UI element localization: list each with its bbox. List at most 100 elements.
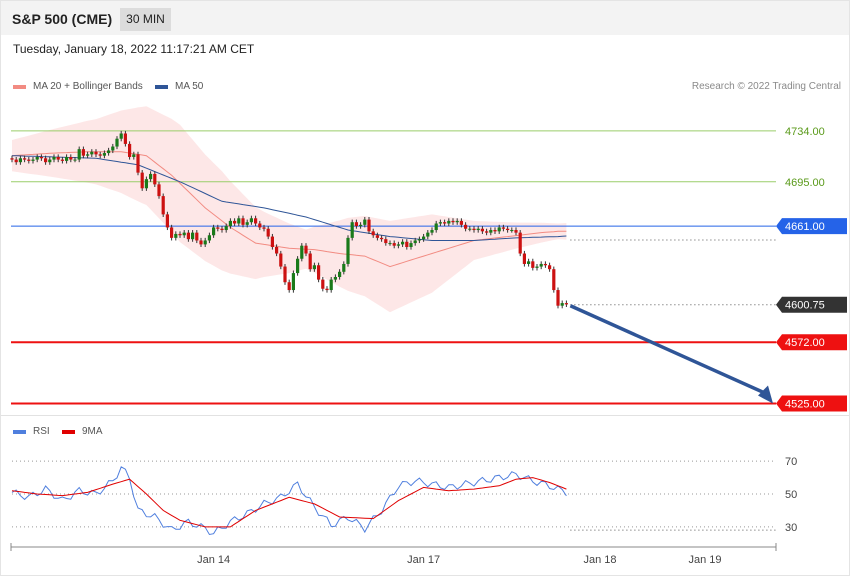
candle-body <box>543 263 547 266</box>
candle-body <box>98 154 102 156</box>
level-label-4600.75: 4600.75 <box>785 300 825 312</box>
candle-body <box>245 222 249 225</box>
candle-body <box>346 237 350 264</box>
candle-body <box>149 173 153 180</box>
candle-body <box>10 158 14 160</box>
candle-body <box>77 149 81 160</box>
level-tag-4525.00 <box>776 395 847 412</box>
candle-body <box>212 227 216 236</box>
candle-body <box>65 156 69 161</box>
candle-body <box>119 133 123 139</box>
rsi-tick-70: 70 <box>785 456 797 468</box>
legend-ma20-swatch <box>13 85 26 89</box>
candle-body <box>48 159 52 163</box>
candle-body <box>254 218 258 224</box>
rsi-tick-30: 30 <box>785 522 797 534</box>
candle-body <box>497 227 501 232</box>
candle-body <box>237 218 241 224</box>
candle-body <box>363 219 367 225</box>
candle-body <box>249 218 253 223</box>
candle-body <box>14 159 18 163</box>
candle-body <box>94 151 98 155</box>
candle-body <box>455 220 459 223</box>
candle-body <box>296 258 300 274</box>
candle-body <box>191 232 195 240</box>
candle-body <box>464 224 468 229</box>
candle-body <box>438 222 442 224</box>
candle-body <box>170 227 174 238</box>
candle-body <box>207 235 211 241</box>
candle-body <box>430 230 434 233</box>
candle-body <box>111 146 115 151</box>
candle-body <box>342 263 346 272</box>
level-tag-4572.00 <box>776 334 847 351</box>
legend-ma50-swatch <box>155 85 168 89</box>
candle-body <box>216 227 220 229</box>
candle-body <box>90 151 94 155</box>
bollinger-band <box>12 106 567 313</box>
candle-body <box>535 266 539 268</box>
candle-body <box>132 154 136 157</box>
legend-rsi-label: RSI <box>33 426 50 437</box>
candle-body <box>287 282 291 291</box>
candle-body <box>443 222 447 224</box>
candle-body <box>115 138 119 147</box>
candle-body <box>241 218 245 225</box>
credit-text: Research © 2022 Trading Central <box>691 81 841 92</box>
candle-body <box>518 232 522 254</box>
candle-body <box>493 230 497 232</box>
candle-body <box>304 245 308 254</box>
candle-body <box>531 261 535 268</box>
candle-body <box>388 243 392 245</box>
candle-body <box>426 232 430 237</box>
candle-body <box>375 235 379 238</box>
candle-body <box>522 253 526 264</box>
candle-body <box>199 240 203 245</box>
x-tick-label: Jan 18 <box>583 554 616 566</box>
candle-body <box>35 156 39 160</box>
candle-body <box>564 303 568 305</box>
candle-body <box>69 156 73 160</box>
candle-body <box>434 223 438 231</box>
chart-header: S&P 500 (CME) 30 MIN <box>1 1 849 35</box>
legend-rsi-swatch <box>13 430 26 434</box>
candle-body <box>266 228 270 237</box>
candle-body <box>480 228 484 232</box>
timeframe-badge[interactable]: 30 MIN <box>120 8 171 31</box>
candle-body <box>552 269 556 291</box>
candle-body <box>144 179 148 189</box>
level-label-4695.00: 4695.00 <box>785 177 825 189</box>
candle-body <box>157 184 161 197</box>
candle-body <box>548 265 552 270</box>
level-tag-4661.00 <box>776 218 847 235</box>
candle-body <box>123 133 127 144</box>
candle-body <box>18 158 22 163</box>
candle-body <box>165 214 169 228</box>
candle-body <box>128 143 132 157</box>
candle-body <box>417 239 421 241</box>
candle-body <box>367 219 371 232</box>
candle-body <box>262 227 266 229</box>
candle-body <box>31 159 35 161</box>
candle-body <box>52 156 56 160</box>
candle-body <box>107 150 111 154</box>
legend-ma50-label: MA 50 <box>175 81 204 92</box>
projection-arrow-line <box>569 304 767 396</box>
candle-body <box>220 228 224 231</box>
candle-body <box>233 220 237 224</box>
candle-body <box>283 266 287 283</box>
candle-body <box>312 265 316 270</box>
candle-body <box>451 220 455 223</box>
candle-body <box>317 265 321 280</box>
candle-body <box>476 228 480 231</box>
x-tick-label: Jan 17 <box>407 554 440 566</box>
candle-body <box>44 158 48 163</box>
candle-body <box>161 196 165 215</box>
candle-body <box>23 158 27 160</box>
level-label-4572.00: 4572.00 <box>785 337 825 349</box>
candle-body <box>39 156 43 159</box>
candle-body <box>203 240 207 245</box>
projection-arrowhead <box>758 385 773 404</box>
level-label-4734.00: 4734.00 <box>785 126 825 138</box>
